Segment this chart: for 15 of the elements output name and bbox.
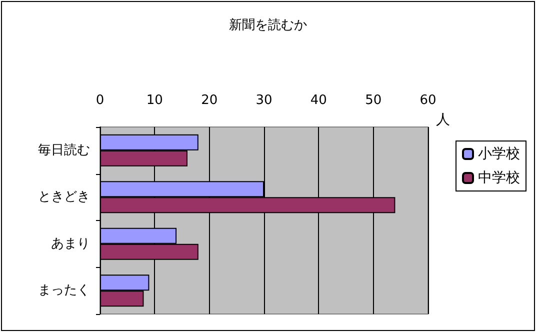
x-tick-label: 60: [420, 93, 436, 108]
x-tick-label: 0: [96, 93, 104, 108]
y-tick-label: 毎日読む: [38, 142, 90, 158]
y-tick-label: あまり: [51, 236, 90, 252]
y-tick-label: まったく: [38, 283, 90, 298]
x-tick-label: 20: [201, 93, 218, 108]
chart-title: 新聞を読むか: [229, 18, 307, 33]
x-axis-title: 人: [436, 112, 450, 128]
x-tick-label: 40: [310, 93, 327, 108]
x-tick-label: 10: [146, 93, 163, 108]
y-tick-label: ときどき: [38, 190, 90, 205]
x-tick-label: 30: [256, 93, 272, 108]
x-tick-label: 50: [365, 93, 382, 108]
legend-label: 中学校: [478, 170, 520, 186]
legend-label: 小学校: [478, 146, 520, 162]
